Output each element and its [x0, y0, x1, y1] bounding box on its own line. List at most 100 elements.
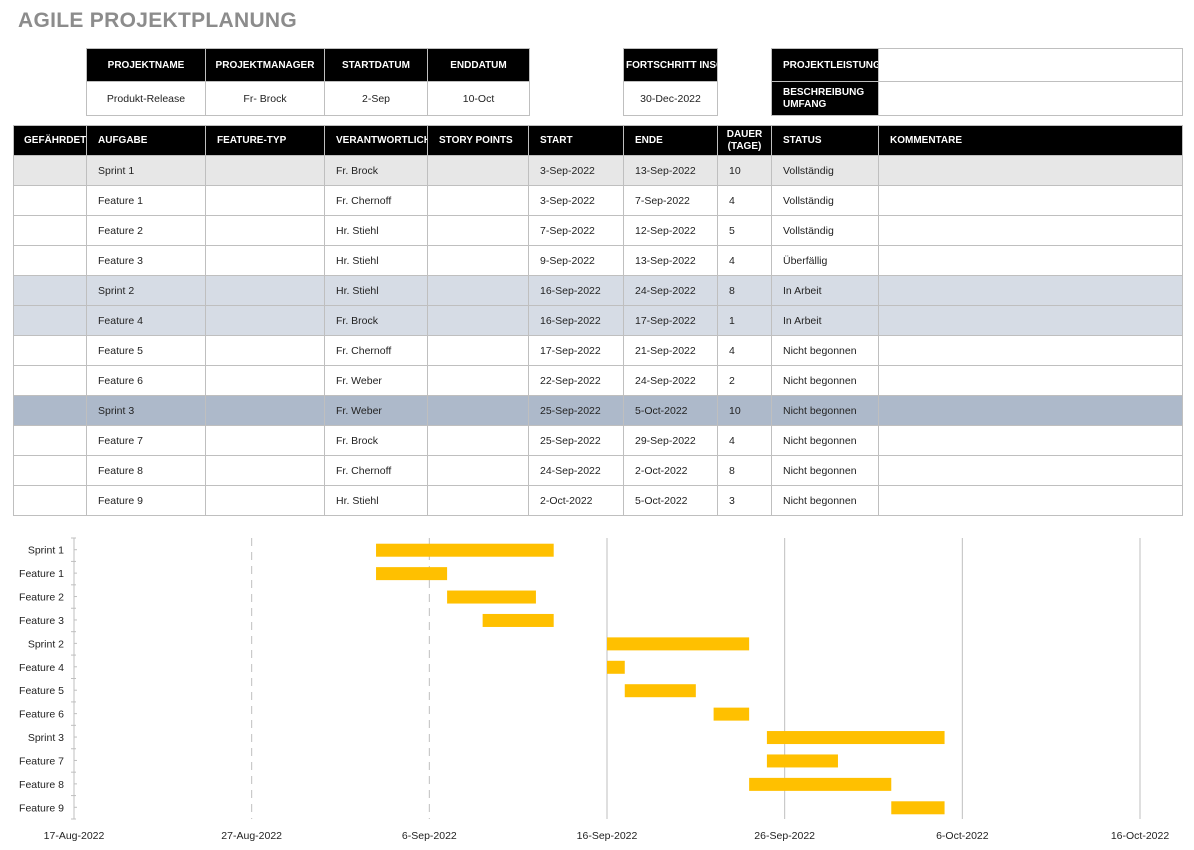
ende-cell[interactable]: 17-Sep-2022 [623, 305, 718, 336]
aufgabe-cell[interactable]: Feature 7 [86, 425, 206, 456]
aufgabe-cell[interactable]: Feature 8 [86, 455, 206, 486]
gefaehrdet-cell[interactable] [13, 365, 87, 396]
story-points-cell[interactable] [427, 275, 529, 306]
story-points-cell[interactable] [427, 395, 529, 426]
kommentare-cell[interactable] [878, 335, 1183, 366]
story-points-cell[interactable] [427, 305, 529, 336]
dauer-cell[interactable]: 10 [717, 395, 772, 426]
kommentare-cell[interactable] [878, 155, 1183, 186]
feature-typ-cell[interactable] [205, 335, 325, 366]
gefaehrdet-cell[interactable] [13, 275, 87, 306]
start-cell[interactable]: 24-Sep-2022 [528, 455, 624, 486]
story-points-cell[interactable] [427, 215, 529, 246]
verantwortlich-cell[interactable]: Fr. Chernoff [324, 185, 428, 216]
feature-typ-cell[interactable] [205, 275, 325, 306]
dauer-cell[interactable]: 4 [717, 185, 772, 216]
dauer-cell[interactable]: 8 [717, 275, 772, 306]
beschreibung-umfang-cell[interactable] [878, 81, 1183, 116]
start-cell[interactable]: 3-Sep-2022 [528, 185, 624, 216]
feature-typ-cell[interactable] [205, 185, 325, 216]
ende-cell[interactable]: 13-Sep-2022 [623, 155, 718, 186]
feature-typ-cell[interactable] [205, 155, 325, 186]
aufgabe-cell[interactable]: Feature 1 [86, 185, 206, 216]
dauer-cell[interactable]: 4 [717, 245, 772, 276]
story-points-cell[interactable] [427, 155, 529, 186]
projektmanager-cell[interactable]: Fr- Brock [205, 81, 325, 116]
verantwortlich-cell[interactable]: Fr. Brock [324, 155, 428, 186]
ende-cell[interactable]: 13-Sep-2022 [623, 245, 718, 276]
verantwortlich-cell[interactable]: Hr. Stiehl [324, 275, 428, 306]
status-cell[interactable]: Überfällig [771, 245, 879, 276]
story-points-cell[interactable] [427, 245, 529, 276]
verantwortlich-cell[interactable]: Hr. Stiehl [324, 485, 428, 516]
dauer-cell[interactable]: 4 [717, 425, 772, 456]
kommentare-cell[interactable] [878, 365, 1183, 396]
verantwortlich-cell[interactable]: Fr. Brock [324, 305, 428, 336]
verantwortlich-cell[interactable]: Fr. Chernoff [324, 335, 428, 366]
status-cell[interactable]: Vollständig [771, 215, 879, 246]
story-points-cell[interactable] [427, 185, 529, 216]
kommentare-cell[interactable] [878, 305, 1183, 336]
status-cell[interactable]: Nicht begonnen [771, 455, 879, 486]
start-cell[interactable]: 17-Sep-2022 [528, 335, 624, 366]
kommentare-cell[interactable] [878, 185, 1183, 216]
story-points-cell[interactable] [427, 425, 529, 456]
ende-cell[interactable]: 24-Sep-2022 [623, 365, 718, 396]
fortschritt-cell[interactable]: 30-Dec-2022 [623, 81, 718, 116]
feature-typ-cell[interactable] [205, 395, 325, 426]
feature-typ-cell[interactable] [205, 485, 325, 516]
start-cell[interactable]: 2-Oct-2022 [528, 485, 624, 516]
dauer-cell[interactable]: 5 [717, 215, 772, 246]
aufgabe-cell[interactable]: Feature 5 [86, 335, 206, 366]
aufgabe-cell[interactable]: Feature 2 [86, 215, 206, 246]
gefaehrdet-cell[interactable] [13, 155, 87, 186]
aufgabe-cell[interactable]: Feature 4 [86, 305, 206, 336]
dauer-cell[interactable]: 2 [717, 365, 772, 396]
aufgabe-cell[interactable]: Feature 3 [86, 245, 206, 276]
status-cell[interactable]: Nicht begonnen [771, 365, 879, 396]
feature-typ-cell[interactable] [205, 215, 325, 246]
gefaehrdet-cell[interactable] [13, 395, 87, 426]
gefaehrdet-cell[interactable] [13, 455, 87, 486]
feature-typ-cell[interactable] [205, 365, 325, 396]
verantwortlich-cell[interactable]: Fr. Brock [324, 425, 428, 456]
dauer-cell[interactable]: 8 [717, 455, 772, 486]
ende-cell[interactable]: 21-Sep-2022 [623, 335, 718, 366]
status-cell[interactable]: Nicht begonnen [771, 395, 879, 426]
kommentare-cell[interactable] [878, 275, 1183, 306]
gefaehrdet-cell[interactable] [13, 425, 87, 456]
start-cell[interactable]: 25-Sep-2022 [528, 395, 624, 426]
aufgabe-cell[interactable]: Sprint 2 [86, 275, 206, 306]
kommentare-cell[interactable] [878, 245, 1183, 276]
ende-cell[interactable]: 2-Oct-2022 [623, 455, 718, 486]
start-cell[interactable]: 16-Sep-2022 [528, 275, 624, 306]
status-cell[interactable]: Nicht begonnen [771, 335, 879, 366]
gefaehrdet-cell[interactable] [13, 215, 87, 246]
verantwortlich-cell[interactable]: Hr. Stiehl [324, 245, 428, 276]
verantwortlich-cell[interactable]: Fr. Weber [324, 395, 428, 426]
feature-typ-cell[interactable] [205, 245, 325, 276]
story-points-cell[interactable] [427, 455, 529, 486]
gefaehrdet-cell[interactable] [13, 185, 87, 216]
kommentare-cell[interactable] [878, 395, 1183, 426]
enddatum-cell[interactable]: 10-Oct [427, 81, 530, 116]
start-cell[interactable]: 9-Sep-2022 [528, 245, 624, 276]
start-cell[interactable]: 16-Sep-2022 [528, 305, 624, 336]
aufgabe-cell[interactable]: Sprint 3 [86, 395, 206, 426]
verantwortlich-cell[interactable]: Fr. Chernoff [324, 455, 428, 486]
status-cell[interactable]: Nicht begonnen [771, 485, 879, 516]
ende-cell[interactable]: 24-Sep-2022 [623, 275, 718, 306]
dauer-cell[interactable]: 3 [717, 485, 772, 516]
dauer-cell[interactable]: 1 [717, 305, 772, 336]
start-cell[interactable]: 25-Sep-2022 [528, 425, 624, 456]
start-cell[interactable]: 3-Sep-2022 [528, 155, 624, 186]
ende-cell[interactable]: 7-Sep-2022 [623, 185, 718, 216]
status-cell[interactable]: Vollständig [771, 185, 879, 216]
kommentare-cell[interactable] [878, 215, 1183, 246]
kommentare-cell[interactable] [878, 485, 1183, 516]
dauer-cell[interactable]: 4 [717, 335, 772, 366]
story-points-cell[interactable] [427, 335, 529, 366]
story-points-cell[interactable] [427, 485, 529, 516]
verantwortlich-cell[interactable]: Hr. Stiehl [324, 215, 428, 246]
kommentare-cell[interactable] [878, 455, 1183, 486]
